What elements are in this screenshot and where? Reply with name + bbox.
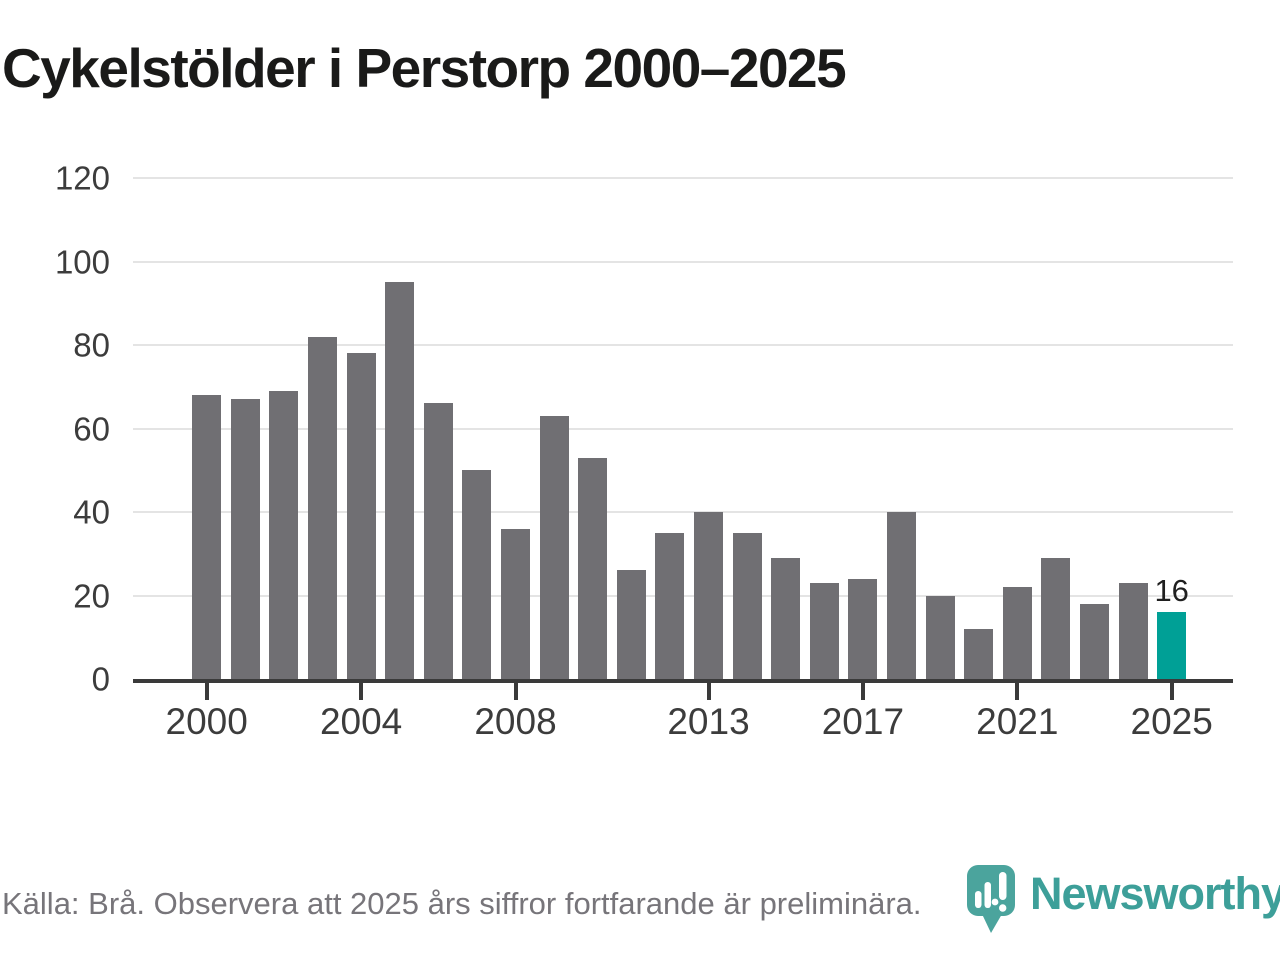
- x-tick-label-2004: 2004: [319, 701, 403, 742]
- x-tick-label-2008: 2008: [474, 701, 557, 742]
- bar-2020: [964, 628, 994, 679]
- x-tick-2004: [359, 683, 364, 700]
- bar-2025: [1157, 612, 1187, 679]
- x-tick-2021: [1015, 683, 1020, 700]
- x-tick-2025: [1169, 683, 1174, 700]
- bar-2001: [230, 399, 260, 679]
- gridline-40: [133, 511, 1233, 513]
- bar-2015: [771, 557, 801, 679]
- x-tick-label-2017: 2017: [821, 701, 905, 742]
- gridline-80: [133, 344, 1233, 346]
- bar-2010: [578, 457, 608, 679]
- gridline-120: [133, 177, 1233, 179]
- x-tick-label-2000: 2000: [165, 701, 248, 742]
- bar-2013: [694, 512, 723, 679]
- bar-2024: [1118, 582, 1148, 679]
- gridline-100: [133, 260, 1233, 263]
- x-tick-2000: [204, 683, 209, 700]
- bar-2008: [501, 528, 530, 679]
- bar-2016: [809, 582, 839, 679]
- x-tick-label-2025: 2025: [1130, 701, 1213, 742]
- bar-2009: [539, 415, 569, 679]
- bar-2019: [925, 595, 955, 679]
- bar-2004: [346, 353, 376, 679]
- newsworthy-logo: Newsworthy: [966, 860, 1280, 936]
- y-tick-label-20: 20: [73, 577, 110, 614]
- bar-2007: [462, 470, 492, 679]
- y-tick-label-40: 40: [73, 493, 110, 531]
- bar-2006: [423, 403, 453, 679]
- bar-2005: [385, 282, 415, 679]
- gridline-60: [133, 427, 1233, 430]
- bar-2018: [887, 512, 916, 679]
- y-tick-label-80: 80: [73, 326, 110, 364]
- bar-2012: [655, 532, 685, 679]
- newsworthy-wordmark: Newsworthy: [1030, 868, 1280, 919]
- bar-2017: [848, 578, 878, 679]
- bar-2023: [1080, 603, 1109, 679]
- source-note: Källa: Brå. Observera att 2025 års siffr…: [2, 886, 922, 921]
- newsworthy-bubble-chart-icon: [966, 864, 1018, 939]
- bar-2003: [308, 336, 337, 679]
- bar-2022: [1041, 557, 1071, 679]
- bar-2000: [192, 395, 222, 679]
- x-tick-label-2013: 2013: [667, 701, 750, 742]
- y-tick-label-120: 120: [54, 159, 110, 197]
- bar-2002: [269, 390, 299, 679]
- x-tick-label-2021: 2021: [976, 701, 1059, 742]
- bar-2011: [616, 570, 646, 679]
- plot-area: 16: [133, 177, 1233, 683]
- bar-2021: [1002, 587, 1032, 679]
- y-axis-labels: 0 20 40 60 80 100 120: [0, 162, 110, 696]
- x-tick-2008: [513, 683, 518, 700]
- x-tick-2013: [706, 683, 711, 700]
- y-tick-label-0: 0: [91, 660, 110, 698]
- bar-2014: [732, 532, 762, 679]
- highlight-value-label: 16: [1154, 573, 1189, 609]
- chart-title: Cykelstölder i Perstorp 2000–2025: [2, 37, 847, 99]
- x-axis: 2000 2004 2008 2013 2017 2021 2025: [133, 683, 1233, 753]
- x-tick-2017: [860, 683, 865, 700]
- y-tick-label-100: 100: [54, 243, 110, 280]
- y-tick-label-60: 60: [73, 410, 110, 447]
